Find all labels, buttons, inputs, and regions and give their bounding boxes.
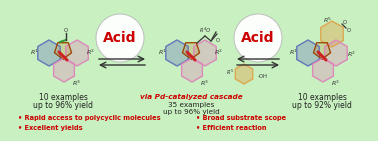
Text: $R^2$: $R^2$ [87,47,96,57]
Polygon shape [38,40,60,66]
Polygon shape [313,58,333,82]
Text: $R^2$: $R^2$ [347,49,356,59]
Polygon shape [54,43,71,59]
Text: 10 examples: 10 examples [39,92,87,102]
Text: O: O [216,38,220,42]
Polygon shape [181,58,202,82]
Text: $R^1$: $R^1$ [158,47,167,57]
Text: • Rapid access to polycyclic molecules: • Rapid access to polycyclic molecules [18,115,161,121]
Text: $R^4O$: $R^4O$ [199,25,211,35]
Text: O: O [64,27,68,32]
Polygon shape [66,40,88,66]
Text: -OH: -OH [258,74,268,80]
Text: $R^2$: $R^2$ [214,47,223,57]
Text: • Excellent yields: • Excellent yields [18,125,83,131]
Polygon shape [166,40,188,66]
Polygon shape [235,64,253,84]
Polygon shape [183,43,200,59]
Polygon shape [297,40,319,66]
Text: Acid: Acid [241,31,275,45]
Text: 35 examples: 35 examples [168,102,214,108]
Text: $R^1$: $R^1$ [290,47,299,57]
Text: $R^3$: $R^3$ [200,78,209,88]
Polygon shape [321,21,343,47]
Text: • Broad substrate scope: • Broad substrate scope [196,115,286,121]
Text: $R^1$: $R^1$ [31,47,40,57]
Text: up to 96% yield: up to 96% yield [163,109,219,115]
Text: up to 92% yield: up to 92% yield [292,101,352,110]
Polygon shape [313,43,330,59]
Polygon shape [54,58,74,82]
Text: O: O [347,27,351,32]
Text: up to 96% yield: up to 96% yield [33,101,93,110]
Polygon shape [194,40,216,66]
Polygon shape [325,40,347,66]
Text: via Pd-catalyzed cascade: via Pd-catalyzed cascade [140,94,242,100]
Text: $R^3$: $R^3$ [73,78,82,88]
Circle shape [96,14,144,62]
Text: $R^5$: $R^5$ [226,67,234,77]
Text: $R^3$: $R^3$ [332,78,341,88]
Text: $R^5$: $R^5$ [324,15,333,25]
Text: Acid: Acid [103,31,137,45]
Circle shape [234,14,282,62]
Text: O: O [343,19,347,25]
Text: • Efficient reaction: • Efficient reaction [196,125,266,131]
Text: 10 examples: 10 examples [297,92,347,102]
